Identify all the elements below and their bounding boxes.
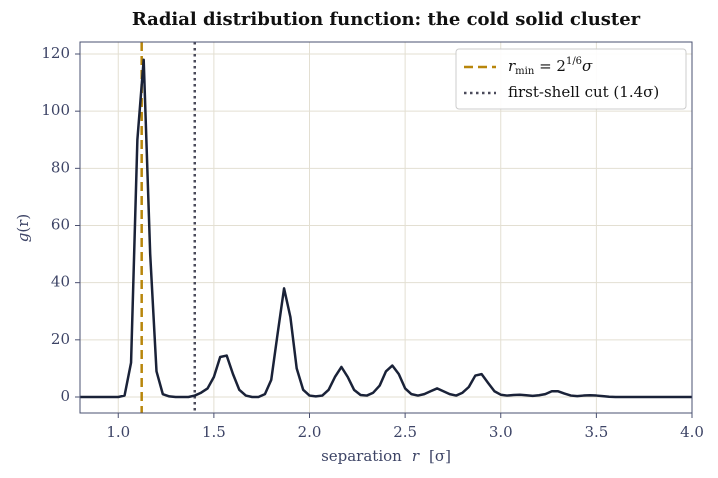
y-tick-label: 80 (51, 158, 70, 176)
y-tick-label: 60 (51, 215, 70, 233)
x-tick-label: 1.0 (106, 423, 130, 441)
legend-text: min (515, 66, 535, 77)
legend-text: σ (582, 57, 593, 75)
x-tick-label: 3.5 (584, 423, 608, 441)
legend-text: 1/6 (566, 56, 582, 67)
x-tick-label: 2.5 (393, 423, 417, 441)
y-tick-label: 0 (60, 387, 70, 405)
x-tick-label: 2.0 (298, 423, 322, 441)
y-tick-label: 20 (51, 330, 70, 348)
x-tick-label: 3.0 (489, 423, 513, 441)
x-axis-label: separation r [σ] (321, 447, 451, 465)
chart-title: Radial distribution function: the cold s… (132, 9, 641, 30)
legend-text: first-shell cut (1.4σ) (508, 83, 659, 101)
x-tick-label: 4.0 (680, 423, 704, 441)
y-tick-label: 100 (41, 101, 70, 119)
data-line (80, 58, 692, 399)
legend-label: rmin = 21/6σ (508, 56, 593, 77)
legend-label: first-shell cut (1.4σ) (508, 83, 659, 101)
legend-text: r (508, 57, 516, 75)
y-tick-label: 120 (41, 44, 70, 62)
legend-box (455, 48, 687, 110)
legend-text: = 2 (534, 57, 566, 75)
x-tick-label: 1.5 (202, 423, 226, 441)
y-axis-label: g(r) (14, 214, 32, 242)
y-tick-label: 40 (51, 273, 70, 291)
plot-frame (79, 41, 693, 414)
